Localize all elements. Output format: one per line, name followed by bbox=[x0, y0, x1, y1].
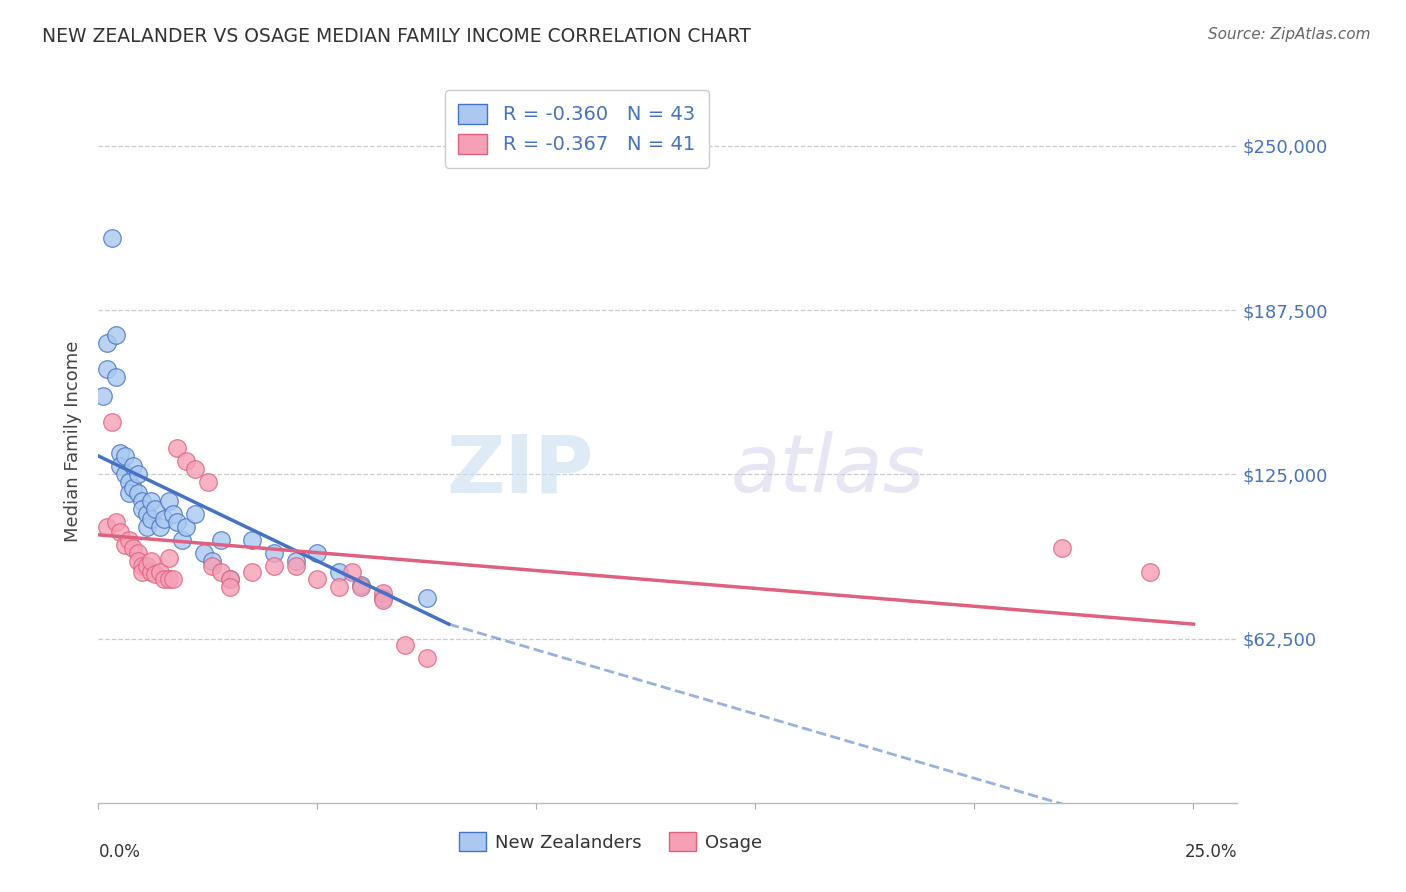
Point bbox=[96, 336, 118, 351]
Point bbox=[96, 362, 118, 376]
Point bbox=[166, 441, 188, 455]
Point bbox=[127, 467, 149, 482]
Point bbox=[139, 493, 162, 508]
Point bbox=[307, 573, 329, 587]
Point bbox=[149, 520, 172, 534]
Point bbox=[162, 573, 184, 587]
Point bbox=[157, 573, 180, 587]
Point bbox=[201, 559, 224, 574]
Point bbox=[162, 507, 184, 521]
Point bbox=[131, 493, 153, 508]
Point bbox=[201, 554, 224, 568]
Y-axis label: Median Family Income: Median Family Income bbox=[65, 341, 83, 542]
Point bbox=[371, 591, 394, 605]
Text: Source: ZipAtlas.com: Source: ZipAtlas.com bbox=[1208, 27, 1371, 42]
Point bbox=[184, 507, 207, 521]
Point bbox=[350, 578, 373, 592]
Point bbox=[135, 507, 157, 521]
Point bbox=[240, 533, 263, 547]
Point bbox=[328, 580, 350, 594]
Point bbox=[218, 573, 240, 587]
Point bbox=[1050, 541, 1073, 555]
Point bbox=[100, 415, 122, 429]
Point bbox=[139, 565, 162, 579]
Text: atlas: atlas bbox=[731, 432, 925, 509]
Point bbox=[139, 512, 162, 526]
Point bbox=[328, 565, 350, 579]
Point bbox=[104, 370, 127, 384]
Point bbox=[1139, 565, 1161, 579]
Point bbox=[122, 541, 145, 555]
Point bbox=[139, 554, 162, 568]
Point bbox=[114, 449, 136, 463]
Point bbox=[131, 559, 153, 574]
Point bbox=[91, 388, 114, 402]
Point bbox=[240, 565, 263, 579]
Point bbox=[197, 475, 219, 490]
Point bbox=[307, 546, 329, 560]
Point bbox=[184, 462, 207, 476]
Point bbox=[394, 638, 416, 652]
Point bbox=[127, 554, 149, 568]
Point bbox=[193, 546, 215, 560]
Point bbox=[149, 565, 172, 579]
Text: NEW ZEALANDER VS OSAGE MEDIAN FAMILY INCOME CORRELATION CHART: NEW ZEALANDER VS OSAGE MEDIAN FAMILY INC… bbox=[42, 27, 751, 45]
Point bbox=[131, 565, 153, 579]
Point bbox=[96, 520, 118, 534]
Point bbox=[110, 446, 132, 460]
Point bbox=[153, 512, 176, 526]
Point bbox=[170, 533, 193, 547]
Point bbox=[118, 485, 141, 500]
Point bbox=[263, 559, 285, 574]
Point bbox=[127, 485, 149, 500]
Point bbox=[342, 565, 364, 579]
Point bbox=[135, 559, 157, 574]
Point bbox=[157, 551, 180, 566]
Text: 0.0%: 0.0% bbox=[98, 843, 141, 861]
Point bbox=[174, 520, 197, 534]
Point bbox=[371, 593, 394, 607]
Point bbox=[114, 467, 136, 482]
Point bbox=[218, 573, 240, 587]
Point bbox=[131, 501, 153, 516]
Point bbox=[118, 475, 141, 490]
Text: ZIP: ZIP bbox=[447, 432, 593, 509]
Point bbox=[284, 559, 307, 574]
Text: 25.0%: 25.0% bbox=[1185, 843, 1237, 861]
Point bbox=[145, 567, 166, 582]
Point bbox=[110, 525, 132, 540]
Point bbox=[174, 454, 197, 468]
Point bbox=[209, 565, 232, 579]
Point bbox=[104, 328, 127, 343]
Point bbox=[416, 591, 439, 605]
Point bbox=[122, 481, 145, 495]
Point bbox=[209, 533, 232, 547]
Point bbox=[153, 573, 176, 587]
Point bbox=[110, 459, 132, 474]
Point bbox=[145, 501, 166, 516]
Point bbox=[100, 231, 122, 245]
Legend: New Zealanders, Osage: New Zealanders, Osage bbox=[453, 825, 769, 859]
Point bbox=[416, 651, 439, 665]
Point bbox=[104, 515, 127, 529]
Point bbox=[157, 493, 180, 508]
Point bbox=[166, 515, 188, 529]
Point bbox=[135, 520, 157, 534]
Point bbox=[118, 533, 141, 547]
Point bbox=[350, 580, 373, 594]
Point bbox=[114, 538, 136, 552]
Point bbox=[263, 546, 285, 560]
Point bbox=[371, 585, 394, 599]
Point bbox=[127, 546, 149, 560]
Point bbox=[218, 580, 240, 594]
Point bbox=[284, 554, 307, 568]
Point bbox=[122, 459, 145, 474]
